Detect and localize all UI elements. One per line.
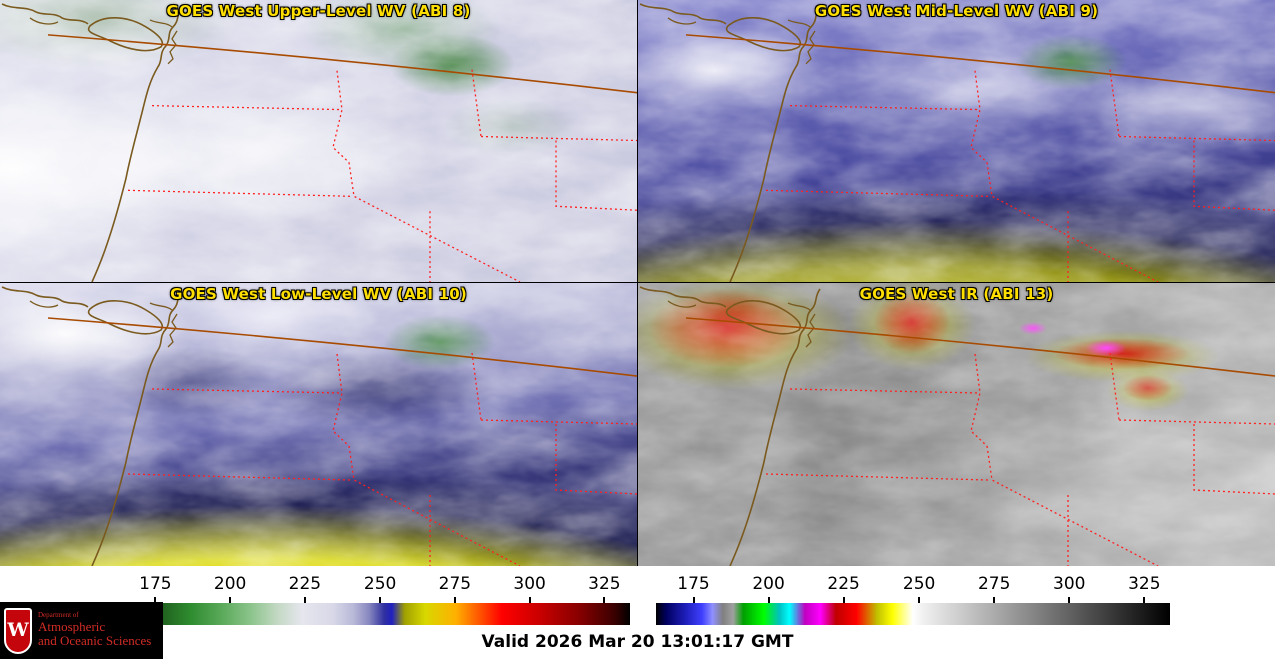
tick-label: 275 xyxy=(438,574,472,594)
tick-label: 275 xyxy=(977,574,1011,594)
satellite-imagery-abi13 xyxy=(638,283,1275,566)
uw-aos-logo: W Department of Atmospheric and Oceanic … xyxy=(0,602,163,659)
wv-colorbar-group: 175 200 225 250 275 300 325 xyxy=(118,568,630,625)
tick-mark xyxy=(993,597,996,603)
tick-label: 250 xyxy=(363,574,397,594)
tick-label: 325 xyxy=(588,574,621,594)
tick-label: 200 xyxy=(213,574,247,594)
tick-label: 225 xyxy=(288,574,322,594)
tick-mark xyxy=(379,597,382,603)
footer: 175 200 225 250 275 300 325 175 200 225 … xyxy=(0,566,1275,659)
tick-label: 325 xyxy=(1128,574,1161,594)
panel-title-abi13: GOES West IR (ABI 13) xyxy=(859,285,1054,303)
logo-line1: Atmospheric xyxy=(38,619,106,635)
panel-title-abi10: GOES West Low-Level WV (ABI 10) xyxy=(170,285,467,303)
tick-mark xyxy=(692,597,695,603)
tick-label: 300 xyxy=(1053,574,1086,594)
wv-colorbar-ticks: 175 200 225 250 275 300 325 xyxy=(118,568,630,596)
crest-letter: W xyxy=(7,619,29,641)
tick-mark xyxy=(603,597,606,603)
panel-low-level-wv: GOES West Low-Level WV (ABI 10) xyxy=(0,283,637,566)
tick-mark xyxy=(229,597,232,603)
logo-text: Department of Atmospheric and Oceanic Sc… xyxy=(38,612,151,648)
tick-label: 200 xyxy=(752,574,785,594)
ir-colorbar xyxy=(656,597,1170,625)
panel-upper-level-wv: GOES West Upper-Level WV (ABI 8) xyxy=(0,0,637,282)
tick-mark xyxy=(1068,597,1071,603)
tick-label: 250 xyxy=(902,574,936,594)
tick-mark xyxy=(918,597,921,603)
tick-mark xyxy=(154,597,157,603)
panel-ir: GOES West IR (ABI 13) xyxy=(638,283,1275,566)
satellite-imagery-abi8 xyxy=(0,0,637,282)
panel-mid-level-wv: GOES West Mid-Level WV (ABI 9) xyxy=(638,0,1275,282)
satellite-quad-grid: GOES West Upper-Level WV (ABI 8) GOES We… xyxy=(0,0,1275,566)
panel-title-abi9: GOES West Mid-Level WV (ABI 9) xyxy=(814,2,1099,20)
tick-mark xyxy=(303,597,306,603)
tick-mark xyxy=(528,597,531,603)
logo-line2: and Oceanic Sciences xyxy=(38,633,152,649)
panel-title-abi8: GOES West Upper-Level WV (ABI 8) xyxy=(166,2,471,20)
logo-dept-prefix: Department of xyxy=(38,611,79,620)
uw-crest-icon: W xyxy=(4,607,32,654)
tick-mark xyxy=(1143,597,1146,603)
satellite-imagery-abi10 xyxy=(0,283,637,566)
tick-label: 175 xyxy=(677,574,710,594)
tick-label: 225 xyxy=(827,574,860,594)
ir-colorbar-ticks: 175 200 225 250 275 300 325 xyxy=(656,568,1170,596)
ir-colorbar-group: 175 200 225 250 275 300 325 xyxy=(656,568,1170,625)
tick-mark xyxy=(842,597,845,603)
satellite-imagery-abi9 xyxy=(638,0,1275,282)
tick-label: 175 xyxy=(139,574,172,594)
valid-time: Valid 2026 Mar 20 13:01:17 GMT xyxy=(481,632,794,652)
tick-mark xyxy=(453,597,456,603)
wv-colorbar xyxy=(118,597,630,625)
tick-mark xyxy=(767,597,770,603)
tick-label: 300 xyxy=(513,574,546,594)
